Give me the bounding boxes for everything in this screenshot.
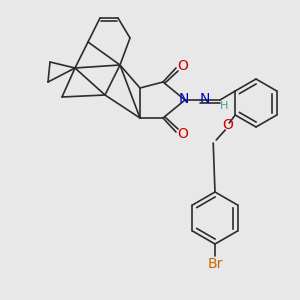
Text: O: O [222,118,233,132]
Text: N: N [179,92,189,106]
Text: N: N [200,92,210,106]
Text: Br: Br [207,257,223,271]
Text: H: H [220,101,228,111]
Text: O: O [178,127,188,141]
Text: O: O [178,59,188,73]
